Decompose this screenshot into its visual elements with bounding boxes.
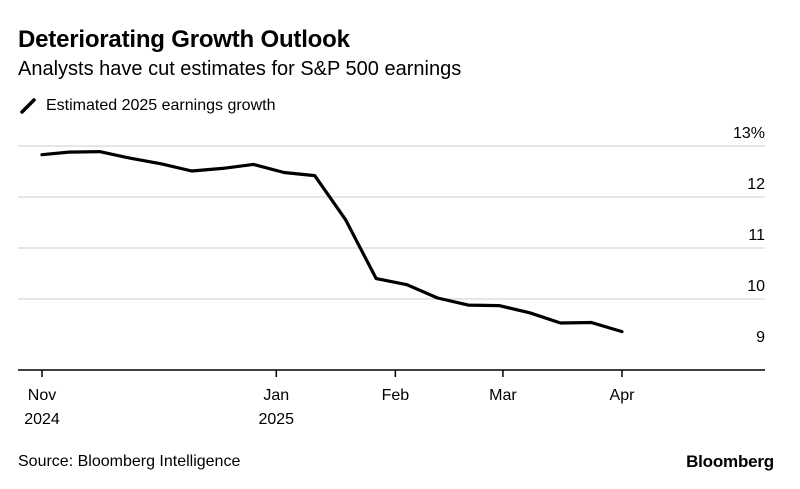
legend-line-icon [20,98,36,114]
y-tick-label-10: 10 [747,278,765,295]
source-note: Source: Bloomberg Intelligence [18,453,241,470]
x-tick-label-nov: Nov [28,387,56,404]
y-tick-label-13: 13% [733,125,765,142]
chart-subtitle: Analysts have cut estimates for S&P 500 … [18,58,462,80]
x-tick-label-apr: Apr [610,387,636,404]
y-tick-label-9: 9 [756,329,765,346]
y-tick-label-11: 11 [748,227,765,244]
x-tick-label-mar: Mar [489,387,517,404]
x-tick-label-jan: Jan [263,387,289,404]
legend-label: Estimated 2025 earnings growth [46,97,276,114]
bloomberg-logo: Bloomberg [686,452,774,471]
x-tick-year-nov: 2024 [24,411,60,428]
x-tick-year-jan: 2025 [258,411,294,428]
y-tick-label-12: 12 [747,176,765,193]
x-tick-label-feb: Feb [382,387,410,404]
chart-title: Deteriorating Growth Outlook [18,26,350,53]
series-line-earnings-growth [40,150,624,334]
chart-legend: Estimated 2025 earnings growth [18,96,275,116]
